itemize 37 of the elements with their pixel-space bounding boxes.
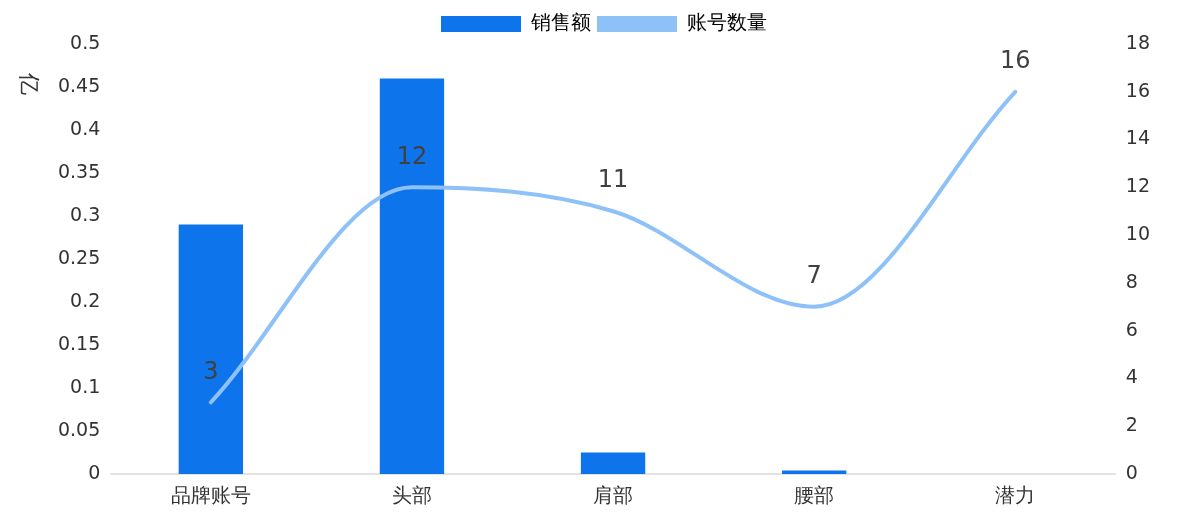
y-tick-label: 0.3 (70, 202, 101, 225)
bar (379, 78, 445, 474)
x-tick-label: 肩部 (593, 483, 634, 508)
data-label: 11 (597, 165, 629, 194)
y2-tick-label: 8 (1125, 269, 1138, 292)
legend-label: 销售额 (530, 10, 591, 35)
y-axis-title: 亿 (17, 72, 43, 95)
x-tick-label: 腰部 (794, 483, 835, 508)
y2-tick-label: 18 (1125, 30, 1151, 53)
bar (580, 452, 646, 474)
legend-label: 账号数量 (687, 10, 767, 35)
y-tick-label: 0.1 (70, 374, 101, 397)
y2-tick-label: 16 (1125, 78, 1151, 101)
y-tick-label: 0.45 (57, 73, 101, 96)
data-label: 16 (1000, 46, 1031, 75)
y-tick-label: 0.05 (57, 417, 101, 440)
y-tick-label: 0 (88, 460, 101, 483)
bar (178, 224, 244, 474)
y2-tick-label: 14 (1125, 126, 1151, 149)
x-tick-label: 潜力 (995, 483, 1036, 508)
y-tick-label: 0.2 (70, 288, 101, 311)
y2-tick-label: 4 (1125, 365, 1138, 388)
x-tick-label: 品牌账号 (170, 483, 251, 508)
data-label: 7 (806, 261, 822, 290)
data-label: 12 (396, 141, 428, 170)
y-tick-label: 0.15 (57, 331, 101, 354)
y-tick-label: 0.4 (70, 116, 101, 139)
y-tick-label: 0.25 (57, 245, 101, 268)
y2-tick-label: 6 (1125, 317, 1138, 340)
y2-tick-label: 12 (1125, 174, 1151, 197)
y-tick-label: 0.35 (57, 159, 101, 182)
y2-tick-label: 2 (1125, 413, 1138, 436)
data-label: 3 (203, 356, 219, 385)
y2-tick-label: 10 (1125, 222, 1151, 245)
y2-tick-label: 0 (1125, 460, 1138, 483)
x-tick-label: 头部 (391, 483, 432, 508)
y-tick-label: 0.5 (70, 30, 101, 53)
